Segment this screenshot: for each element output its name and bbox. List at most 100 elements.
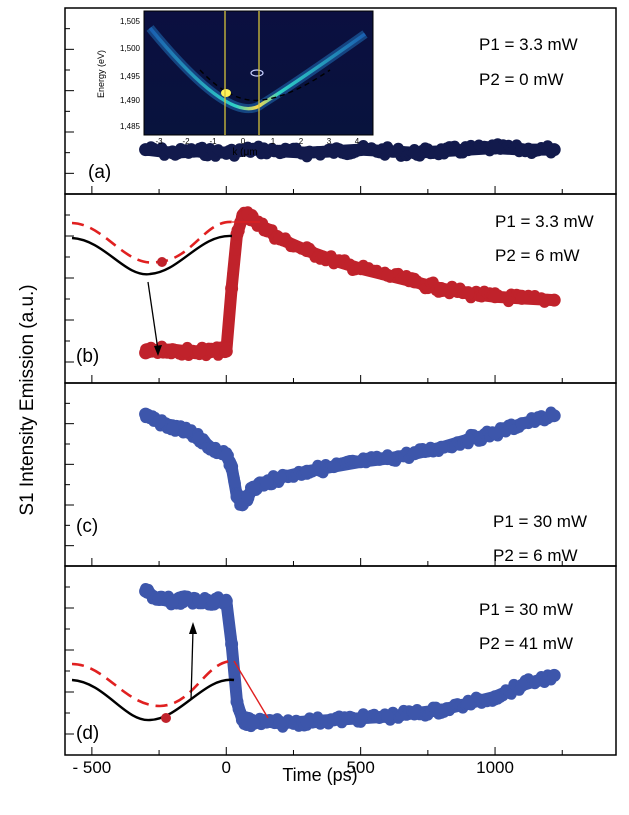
connector-line-d [233,660,269,719]
data-point-d [407,706,421,720]
inset-ytick: 1,485 [120,122,141,131]
potential-diagram-b [71,220,260,356]
data-point-d [179,593,193,606]
dashed-potential-curve-d [71,659,235,708]
transition-arrow-d [190,629,194,701]
data-point-c [547,409,561,423]
data-point-b [407,275,421,289]
data-point-b [206,344,220,358]
inset-xtick: 4 [355,137,360,146]
panel-a-p2: P2 = 0 mW [479,70,564,89]
panel-b-letter: (b) [76,346,99,367]
state-dot-d [161,713,171,723]
data-point-b [260,222,274,236]
data-point-c [241,490,255,504]
data-point-c [166,421,179,435]
data-point-d [434,703,448,717]
data-point-b [354,262,368,276]
data-point-c [139,407,153,421]
data-point-b [246,212,260,226]
y-axis-label: S1 Intensity Emission (a.u.) [17,284,38,515]
x-axis-label: Time (ps) [282,765,357,785]
data-point-b [434,282,448,295]
data-point-c [219,448,233,462]
data-point-b [219,344,233,358]
data-point-c [179,425,193,439]
data-point-c [515,417,529,431]
inset-ylabel: Energy (eV) [96,50,106,98]
data-point-d [152,593,166,606]
data-point-c [434,441,448,454]
inset-xtick: 0 [241,137,246,146]
data-point-a [139,143,153,157]
data-point-c [381,452,394,466]
x-tick-label: 1000 [476,758,514,777]
data-point-a [166,146,179,160]
data-point-c [461,433,475,446]
solid-potential-curve-d [71,678,235,722]
data-point-b [273,232,287,246]
data-point-a [381,144,394,158]
x-tick-label: - 500 [73,758,112,777]
data-point-d [225,637,239,651]
panel-c-letter: (c) [76,516,98,537]
data-point-b [192,344,206,358]
data-point-c [225,460,239,474]
data-point-d [139,584,153,598]
data-point-a [515,143,529,157]
data-point-d [381,710,394,724]
dispersion-inset: 1,505 1,500 1,495 1,490 1,485 -3 -2 -1 0… [96,10,374,158]
data-point-b [327,253,341,267]
inset-xtick: -2 [182,137,190,146]
data-point-a [434,144,448,158]
data-point-a [488,141,502,155]
inset-xtick: 1 [271,137,276,146]
data-point-d [206,594,220,608]
arrow-head-d [189,622,197,634]
data-point-d [230,695,244,709]
inset-x-ticks: -3 -2 -1 0 1 2 3 4 [155,137,359,146]
panel-d-p2: P2 = 41 mW [479,634,573,653]
data-point-d [260,715,274,728]
data-point-a [327,144,341,158]
data-point-d [488,690,502,704]
inset-band [148,26,367,111]
inset-band-dash [199,69,331,102]
inset-ytick: 1,490 [120,96,141,105]
inset-ytick: 1,495 [120,72,141,81]
noise-point [222,321,234,333]
series-band-b [139,208,561,359]
data-point-c [152,415,166,429]
inset-small-ring [250,69,264,77]
noise-point [427,276,439,288]
solid-potential-curve-b [71,234,233,276]
inset-y-ticks: 1,505 1,500 1,495 1,490 1,485 [120,17,141,131]
noise-point [224,311,235,323]
state-dot-b [157,257,167,267]
inset-ytick: 1,500 [120,44,141,53]
data-point-c [488,426,502,440]
inset-xtick: 2 [299,137,304,146]
data-point-b [300,244,314,258]
panel-a-p1: P1 = 3.3 mW [479,35,578,54]
data-point-c [260,475,274,489]
data-point-b [547,293,561,307]
data-point-d [354,711,368,725]
panel-d-p1: P1 = 30 mW [479,600,573,619]
x-tick-label: 500 [346,758,374,777]
data-point-a [461,143,475,157]
inset-ytick: 1,505 [120,17,141,26]
data-point-c [300,464,314,478]
data-point-d [219,594,233,608]
data-point-a [300,146,314,160]
inset-xtick: -1 [209,137,217,146]
data-point-d [515,678,529,692]
transition-arrow-b [147,281,159,351]
data-point-d [166,594,179,608]
data-point-b [488,290,502,304]
data-point-c [206,442,220,456]
panel-c-p2: P2 = 6 mW [493,546,578,565]
noise-point [228,664,240,676]
data-point-a [219,146,233,160]
